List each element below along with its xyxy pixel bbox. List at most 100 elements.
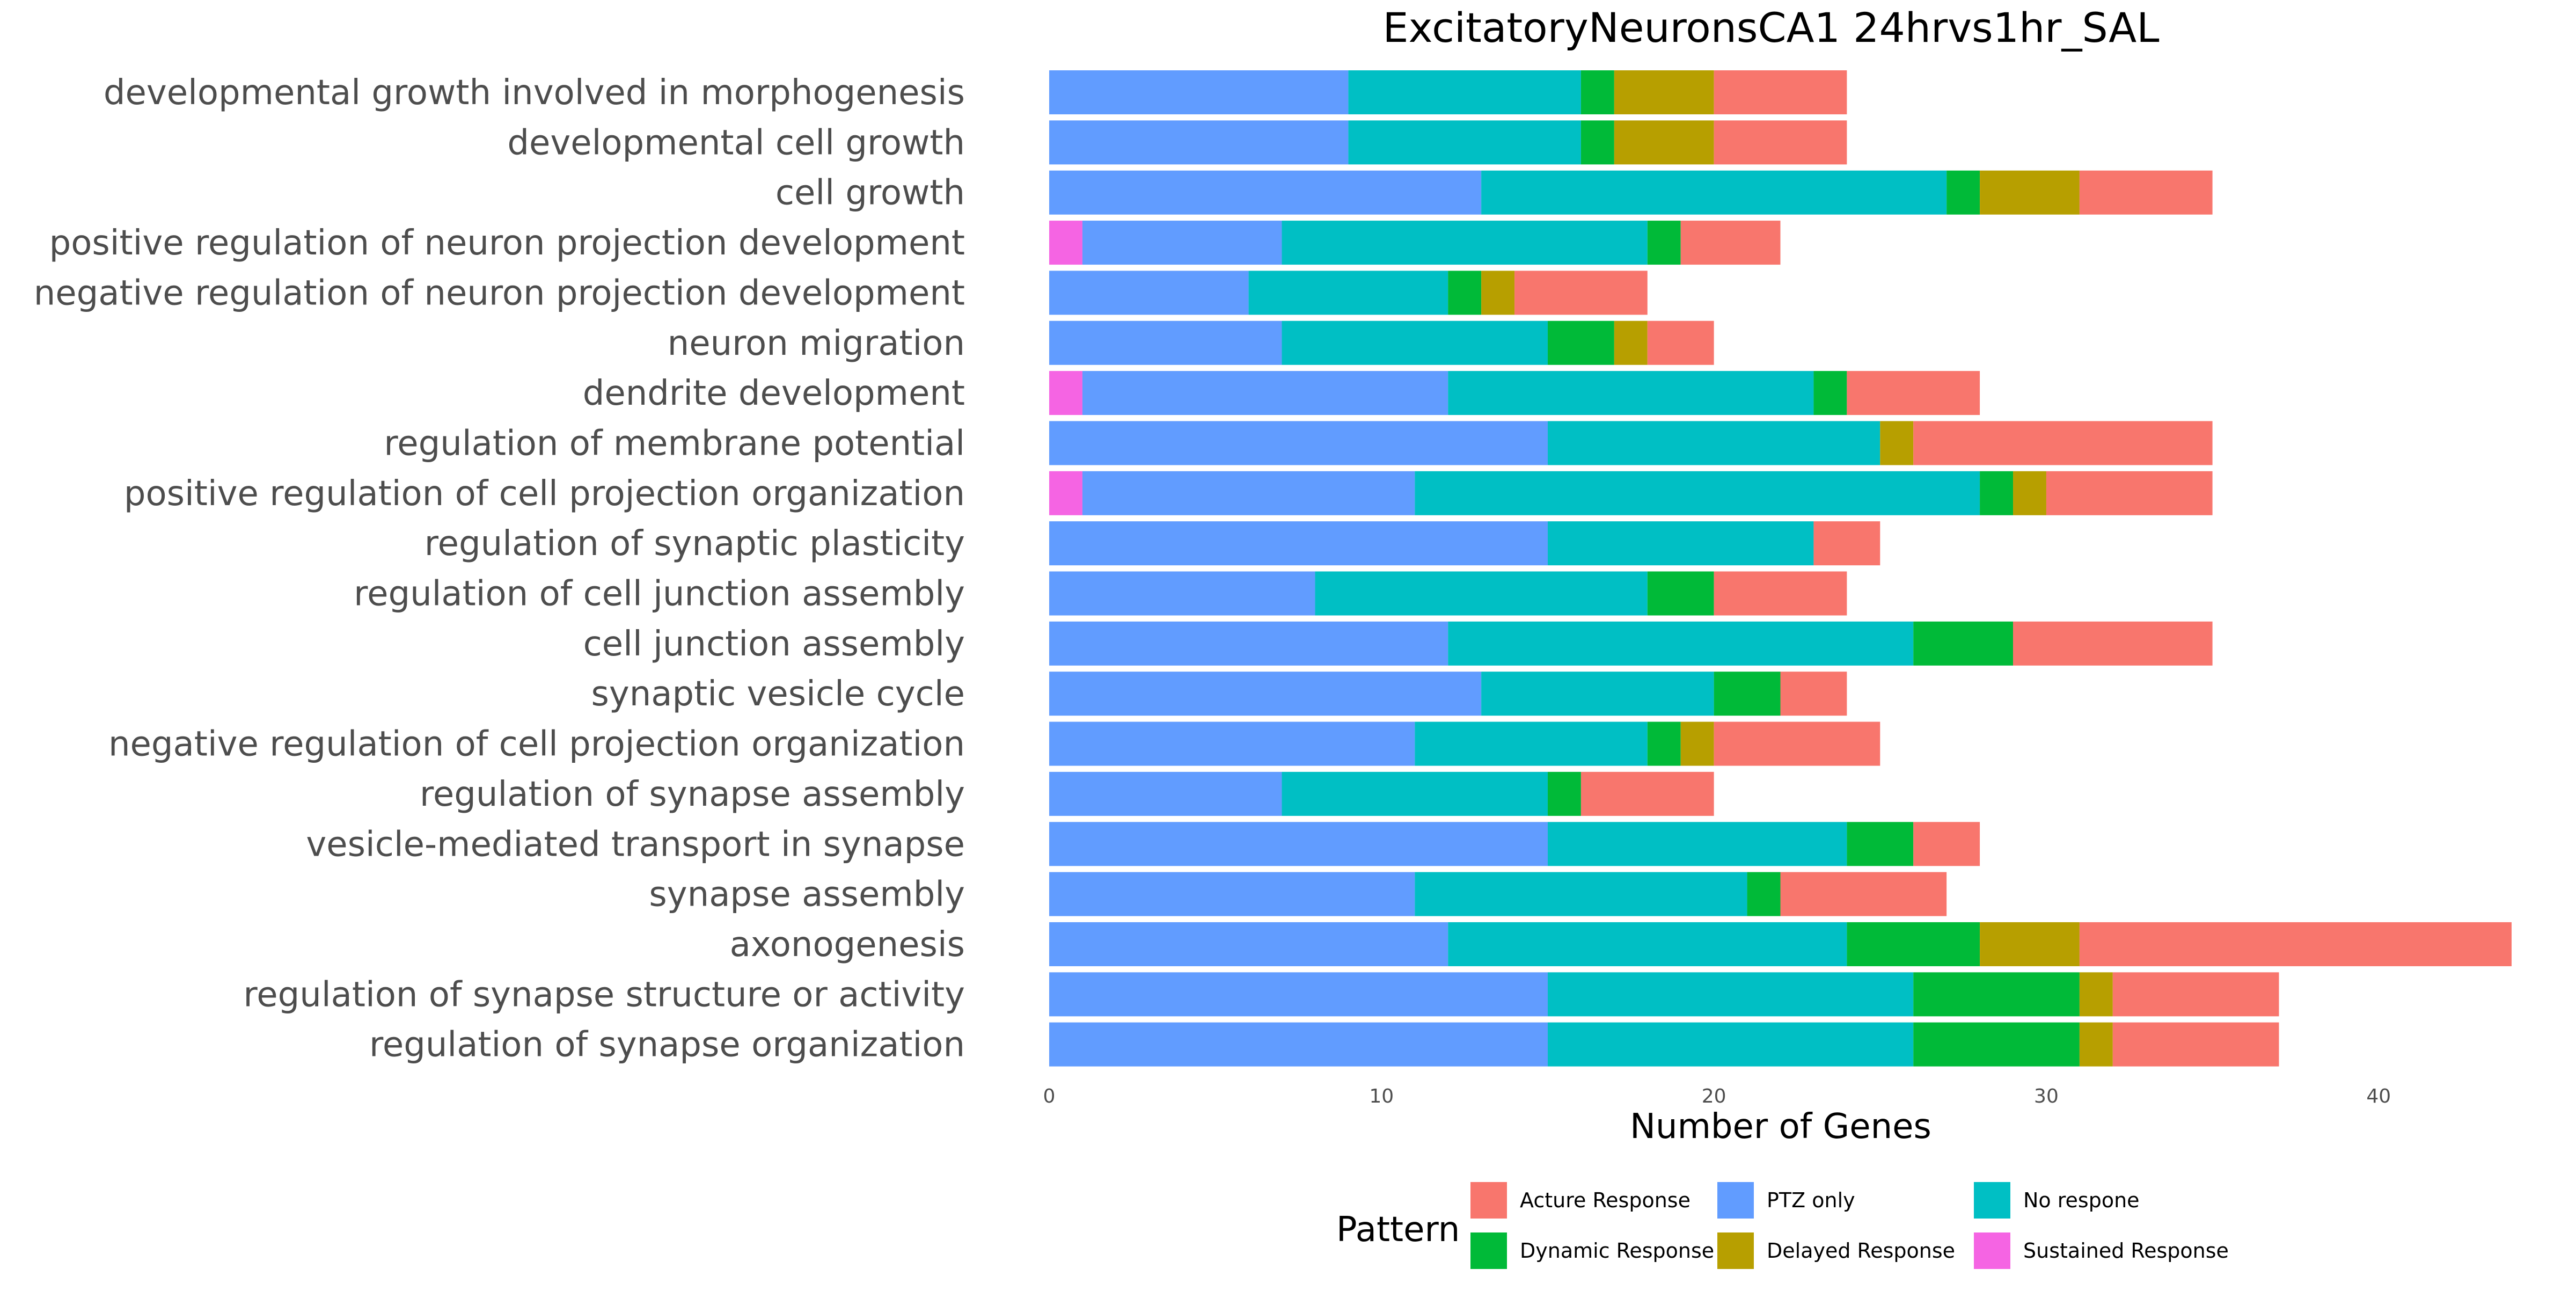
chart-title: ExcitatoryNeuronsCA1 24hrvs1hr_SAL	[1382, 4, 2159, 52]
bar-row	[1049, 320, 1714, 365]
bar-segment	[1680, 221, 1781, 265]
bar-segment	[1348, 120, 1581, 165]
bar-segment	[1049, 221, 1082, 265]
x-tick-label: 40	[2366, 1085, 2391, 1107]
bar-row	[1049, 1022, 2279, 1067]
bar-segment	[1049, 471, 1082, 515]
category-label: synapse assembly	[649, 875, 965, 915]
category-label: dendrite development	[583, 374, 965, 413]
bar-segment	[1049, 872, 1415, 916]
bar-segment	[1913, 972, 2080, 1017]
category-label: developmental cell growth	[507, 123, 965, 163]
bar-segment	[1514, 271, 1648, 315]
bar-segment	[1614, 120, 1714, 165]
bar-row	[1049, 521, 1880, 566]
category-label: cell junction assembly	[583, 624, 965, 664]
bar-row	[1049, 170, 2213, 215]
bar-segment	[1049, 972, 1548, 1017]
bar-segment	[1980, 922, 2080, 966]
bar-segment	[2013, 471, 2046, 515]
legend-item: Dynamic Response	[1470, 1232, 1714, 1269]
category-label: synaptic vesicle cycle	[591, 674, 965, 714]
legend-label: Sustained Response	[2023, 1239, 2229, 1263]
bar-segment	[1049, 672, 1482, 716]
category-label: positive regulation of cell projection o…	[124, 474, 965, 514]
bar-segment	[1714, 721, 1880, 766]
bar-segment	[2079, 922, 2512, 966]
bar-row	[1049, 571, 1847, 616]
bar-segment	[1813, 521, 1880, 566]
bar-segment	[1580, 771, 1714, 816]
category-label: regulation of synapse assembly	[420, 775, 965, 814]
bar-segment	[1315, 571, 1648, 616]
bar-segment	[1481, 672, 1714, 716]
bar-row	[1049, 972, 2279, 1017]
category-label: negative regulation of neuron projection…	[34, 273, 965, 313]
x-tick-label: 30	[2034, 1085, 2059, 1107]
legend-swatch	[1974, 1182, 2010, 1219]
category-label: neuron migration	[668, 324, 965, 363]
bar-segment	[1980, 170, 2080, 215]
bar-segment	[1847, 371, 1980, 415]
bar-segment	[2079, 972, 2113, 1017]
category-label: axonogenesis	[730, 925, 965, 965]
bar-row	[1049, 822, 1980, 866]
bar-segment	[1481, 170, 1947, 215]
bar-segment	[1049, 571, 1315, 616]
bar-row	[1049, 721, 1880, 766]
bar-segment	[2112, 972, 2279, 1017]
x-tick-label: 20	[1702, 1085, 1726, 1107]
bar-segment	[1913, 421, 2213, 465]
category-label: positive regulation of neuron projection…	[49, 223, 965, 263]
legend-item: PTZ only	[1717, 1182, 1855, 1219]
bar-row	[1049, 371, 1980, 415]
bar-segment	[1049, 521, 1548, 566]
legend-title: Pattern	[1336, 1210, 1460, 1250]
bar-segment	[1049, 70, 1349, 114]
bar-segment	[1580, 70, 1614, 114]
bar-segment	[1547, 1022, 1914, 1067]
legend: Pattern Acture Response Dynamic Response P…	[1336, 1182, 2229, 1269]
bar-segment	[1448, 922, 1847, 966]
bar-segment	[1415, 471, 1980, 515]
bar-segment	[2013, 621, 2213, 666]
bar-segment	[1946, 170, 1980, 215]
category-label: regulation of synaptic plasticity	[425, 524, 965, 564]
legend-swatch	[1717, 1232, 1754, 1269]
bar-segment	[1049, 621, 1448, 666]
bar-row	[1049, 421, 2213, 465]
bar-segment	[1780, 672, 1847, 716]
legend-item: Delayed Response	[1717, 1232, 1955, 1269]
bar-segment	[1049, 1022, 1548, 1067]
category-label: regulation of synapse structure or activ…	[243, 975, 965, 1015]
legend-label: Dynamic Response	[1520, 1239, 1714, 1263]
bar-segment	[1282, 320, 1548, 365]
bar-segment	[1049, 371, 1082, 415]
bar-segment	[1448, 621, 1914, 666]
bar-segment	[1847, 922, 1980, 966]
legend-label: Acture Response	[1520, 1188, 1690, 1212]
bar-segment	[1714, 672, 1781, 716]
legend-label: Delayed Response	[1767, 1239, 1955, 1263]
bar-segment	[2079, 1022, 2113, 1067]
category-labels: developmental growth involved in morphog…	[34, 73, 965, 1065]
legend-label: No respone	[2023, 1188, 2140, 1212]
bar-segment	[1049, 421, 1548, 465]
legend-label: PTZ only	[1767, 1188, 1855, 1212]
legend-swatch	[1470, 1182, 1507, 1219]
bar-row	[1049, 872, 1947, 916]
bar-segment	[1547, 421, 1880, 465]
bars-layer	[1049, 70, 2512, 1067]
bar-segment	[1614, 70, 1714, 114]
legend-swatch	[1974, 1232, 2010, 1269]
bar-segment	[1614, 320, 1648, 365]
bar-segment	[1049, 721, 1415, 766]
bar-segment	[2079, 170, 2213, 215]
bar-segment	[1481, 271, 1515, 315]
bar-row	[1049, 621, 2213, 666]
category-label: vesicle-mediated transport in synapse	[306, 825, 965, 864]
category-label: regulation of cell junction assembly	[354, 574, 965, 614]
bar-segment	[1348, 70, 1581, 114]
bar-segment	[1880, 421, 1914, 465]
